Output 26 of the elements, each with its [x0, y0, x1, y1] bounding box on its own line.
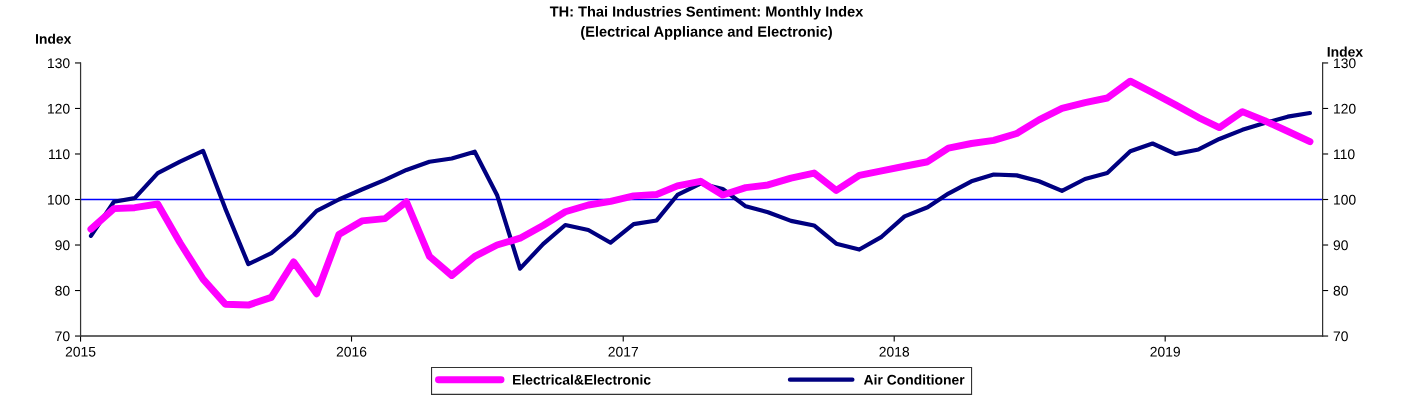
- y2-tick-label: 130: [1334, 58, 1356, 69]
- y-tick-label: 100: [48, 194, 70, 205]
- legend-label: Electrical&Electronic: [513, 374, 651, 385]
- x-tick-label: 2015: [65, 346, 96, 357]
- y-tick-label: 130: [48, 58, 70, 69]
- chart-title: TH: Thai Industries Sentiment: Monthly Index: [549, 6, 864, 20]
- y2-tick-label: 80: [1333, 285, 1348, 296]
- y2-tick-label: 100: [1334, 194, 1356, 205]
- line-series: [88, 110, 1313, 271]
- x-tick-label: 2016: [336, 346, 367, 357]
- legend-label: Air Conditioner: [863, 374, 965, 385]
- y2-tick-label: 90: [1333, 240, 1348, 251]
- y-tick-label: 80: [55, 285, 70, 296]
- x-tick-label: 2017: [608, 346, 638, 357]
- y-tick-label: 90: [55, 240, 70, 251]
- y2-tick-label: 120: [1334, 103, 1356, 114]
- x-tick-label: 2018: [879, 346, 910, 357]
- y2-tick-label: 110: [1334, 149, 1355, 160]
- y-tick-label: 70: [55, 331, 70, 342]
- y-tick-label: 120: [48, 103, 70, 114]
- y-tick-label: 110: [49, 149, 70, 160]
- y2-axis-title: Index: [1327, 46, 1363, 57]
- x-tick-label: 2019: [1150, 346, 1180, 357]
- y2-tick-label: 70: [1333, 331, 1348, 342]
- y-axis-title: Index: [36, 33, 72, 44]
- chart-subtitle: (Electrical Appliance and Electronic): [581, 26, 832, 40]
